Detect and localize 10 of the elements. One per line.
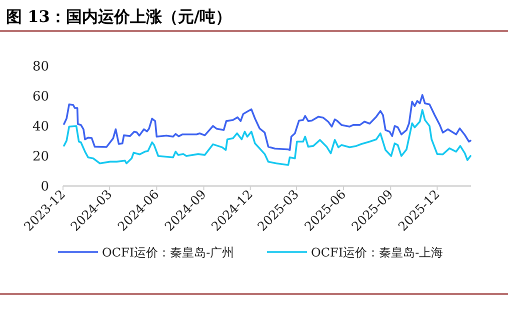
line-series <box>63 109 472 166</box>
y-tick-label: 80 <box>32 60 49 74</box>
y-tick-label: 0 <box>40 180 49 194</box>
y-tick-label: 40 <box>32 120 49 134</box>
chart-title: 图 13：国内运价上涨（元/吨） <box>6 7 232 26</box>
legend-label: OCFI运价：秦皇岛-上海 <box>311 246 444 260</box>
legend-label: OCFI运价：秦皇岛-广州 <box>102 246 234 260</box>
line-series <box>63 94 472 151</box>
y-tick-label: 20 <box>32 150 49 164</box>
y-tick-label: 60 <box>32 90 49 104</box>
